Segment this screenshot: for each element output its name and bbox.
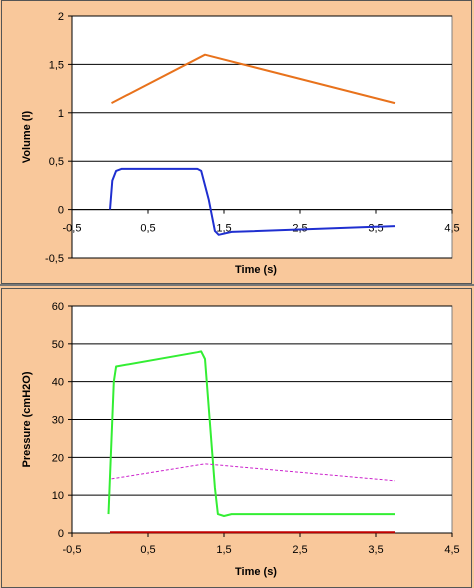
y-tick-label: 0,5 bbox=[49, 156, 64, 168]
x-tick-label: 2,5 bbox=[292, 544, 307, 556]
y-axis-title: Volume (l) bbox=[21, 110, 33, 163]
series-line bbox=[111, 53, 396, 105]
y-tick-label: 0 bbox=[58, 528, 64, 540]
panel-divider bbox=[0, 284, 474, 286]
x-tick-label: -0,5 bbox=[63, 544, 82, 556]
pressure-chart: 0 10 20 30 40 50 60 -0,5 0,5 1,5 2,5 3,5 4,5 Time (s)… bbox=[21, 301, 460, 578]
y-tick-label: 1,5 bbox=[49, 59, 64, 71]
y-tick-label: 0 bbox=[58, 205, 64, 217]
x-tick-label: 1,5 bbox=[216, 223, 231, 235]
y-tick-label: 30 bbox=[52, 415, 64, 427]
x-axis-title: Time (s) bbox=[235, 566, 277, 578]
series-line bbox=[111, 463, 396, 482]
x-tick-label: 0,5 bbox=[140, 223, 155, 235]
x-tick-label: -0,5 bbox=[63, 223, 82, 235]
x-tick-label: 0,5 bbox=[140, 544, 155, 556]
y-tick-label: 60 bbox=[52, 301, 64, 313]
y-axis-title: Pressure (cmH2O) bbox=[21, 371, 33, 467]
y-tick-label: 10 bbox=[52, 490, 64, 502]
x-tick-label: 4,5 bbox=[444, 544, 459, 556]
y-tick-label: 50 bbox=[52, 339, 64, 351]
x-tick-label: 3,5 bbox=[368, 544, 383, 556]
y-tick-label: 2 bbox=[58, 11, 64, 23]
series-line bbox=[109, 167, 396, 236]
y-tick-label: 20 bbox=[52, 452, 64, 464]
x-tick-label: 3,5 bbox=[368, 223, 383, 235]
y-tick-label: -0,5 bbox=[45, 253, 64, 265]
plot-area bbox=[71, 15, 453, 259]
x-axis-title: Time (s) bbox=[235, 264, 277, 276]
x-tick-label: 1,5 bbox=[216, 544, 231, 556]
y-tick-label: 40 bbox=[52, 377, 64, 389]
y-tick-label: 1 bbox=[58, 108, 64, 120]
series-line bbox=[107, 350, 395, 517]
x-tick-label: 4,5 bbox=[444, 223, 459, 235]
